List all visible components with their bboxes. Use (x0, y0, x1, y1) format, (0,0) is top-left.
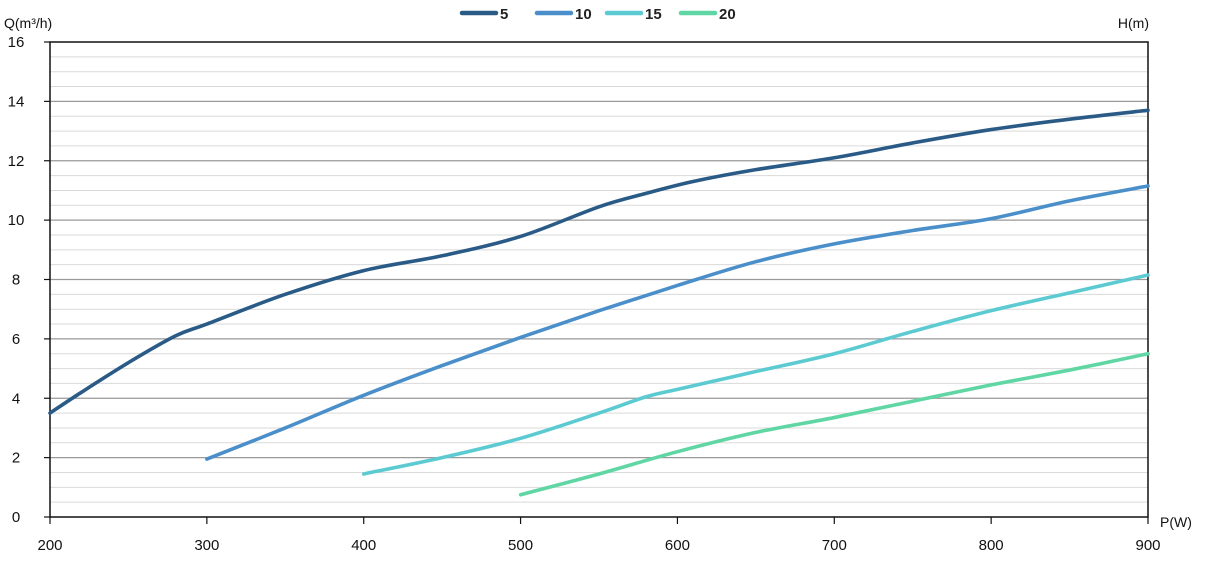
y-tick-label: 0 (12, 509, 20, 526)
x-tick-label: 900 (1135, 537, 1160, 554)
x-tick-label: 800 (979, 537, 1004, 554)
x-tick-label: 200 (37, 537, 62, 554)
y-tick-label: 2 (12, 450, 20, 467)
x-axis-title: P(W) (1160, 514, 1192, 530)
grid (50, 56, 1148, 503)
y-tick-label: 10 (8, 212, 25, 229)
legend-label-10: 10 (575, 6, 592, 23)
y-axis-title: Q(m³/h) (4, 15, 52, 31)
y-tick-label: 16 (8, 34, 25, 51)
legend-label-5: 5 (500, 6, 508, 23)
y-tick-label: 12 (8, 153, 25, 170)
axes: 0 2 4 6 8 10 12 14 16 200 300 400 500 600 700 800 900 (8, 34, 1161, 554)
legend-label-20: 20 (719, 6, 736, 23)
legend: 5 10 15 20 (459, 6, 736, 23)
y-tick-label: 14 (8, 93, 25, 110)
x-tick-label: 300 (194, 537, 219, 554)
x-tick-label: 700 (822, 537, 847, 554)
series-line-5 (48, 108, 1150, 415)
legend-label-15: 15 (645, 6, 662, 23)
series-lines (48, 108, 1150, 497)
series-line-20 (518, 351, 1150, 497)
x-tick-label: 600 (665, 537, 690, 554)
secondary-axis-title: H(m) (1118, 15, 1149, 31)
series-line-10 (205, 184, 1150, 461)
series-line-15 (361, 273, 1150, 476)
y-tick-label: 6 (12, 331, 20, 348)
y-tick-label: 4 (12, 390, 20, 407)
y-tick-label: 8 (12, 272, 20, 289)
x-tick-label: 400 (351, 537, 376, 554)
x-tick-label: 500 (508, 537, 533, 554)
